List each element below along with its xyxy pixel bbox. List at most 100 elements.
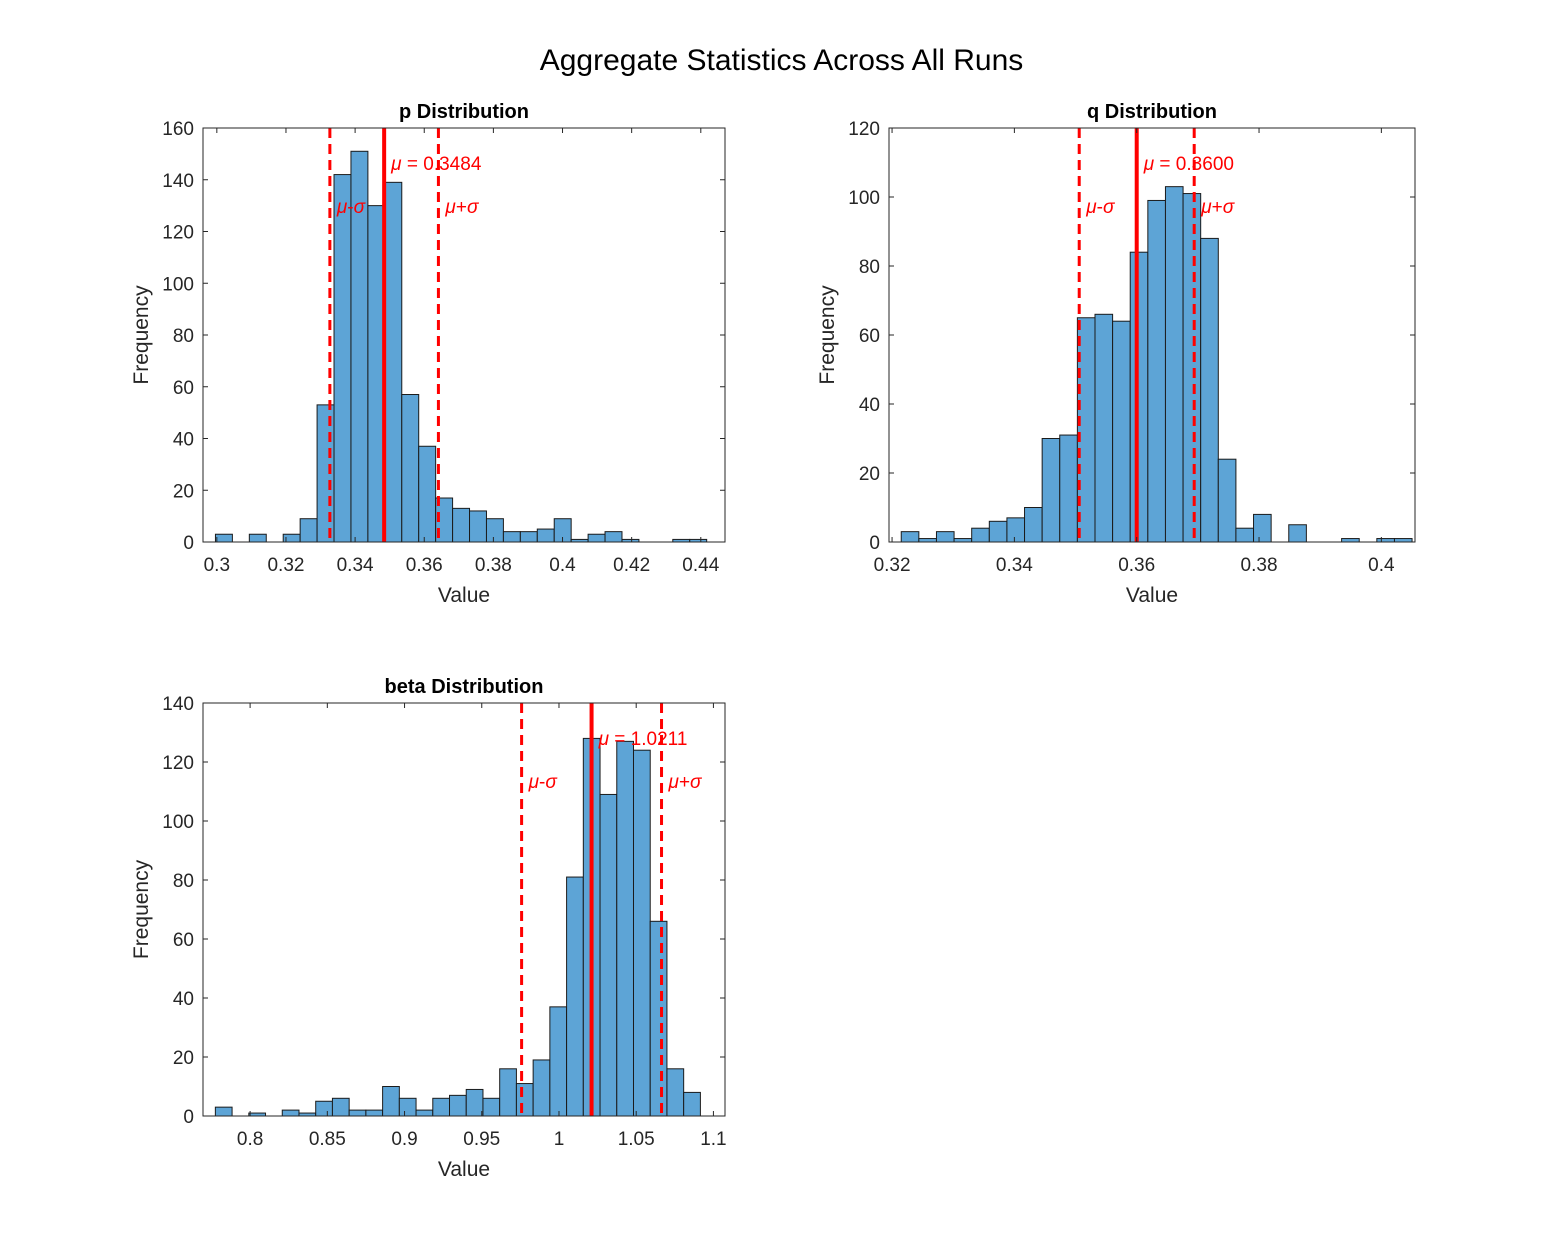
y-tick-label: 120: [162, 753, 194, 774]
x-tick-label: 1: [554, 1129, 565, 1150]
histogram-bar: [1253, 513, 1272, 543]
x-tick-label: 0.32: [874, 555, 911, 576]
x-axis-label: Value: [438, 584, 490, 607]
histogram-bar: [485, 518, 504, 543]
mean-annotation: μ = 0.3484: [390, 154, 482, 175]
chart-panel-1: μ = 0.3600 μ-σ μ+σ 0.32 0.34 0.36 0.38 0.4 0 20 40…: [816, 101, 1416, 607]
x-tick-label: 0.85: [309, 1129, 346, 1150]
chart-panel-0: μ = 0.3484 μ-σ μ+σ 0.3 0.32 0.34 0.36 0.38 0.4 0.…: [130, 101, 726, 607]
histogram-bar: [1076, 317, 1096, 543]
histogram-bar: [532, 1059, 551, 1117]
histogram-bar: [499, 1068, 517, 1117]
y-tick-label: 80: [173, 871, 194, 892]
histogram-bar: [449, 1094, 467, 1117]
x-tick-label: 0.38: [1241, 555, 1278, 576]
histogram-bar: [666, 1068, 685, 1117]
y-tick-label: 120: [848, 119, 880, 140]
x-tick-label: 0.8: [237, 1129, 263, 1150]
histogram-bar: [1006, 517, 1026, 543]
y-tick-label: 60: [859, 326, 880, 347]
histogram-bar: [1288, 524, 1307, 543]
histogram-bar: [418, 445, 437, 543]
y-axis-label: Frequency: [130, 859, 153, 959]
plus-sigma-annotation: μ+σ: [668, 772, 704, 793]
y-tick-label: 40: [859, 395, 880, 416]
histogram-bar: [1112, 320, 1131, 543]
histogram-bar: [299, 518, 318, 543]
x-tick-label: 0.32: [267, 555, 304, 576]
x-tick-label: 0.42: [613, 555, 650, 576]
histogram-bar: [587, 533, 606, 543]
histogram-bar: [365, 1109, 384, 1117]
histogram-bar: [465, 1088, 484, 1117]
y-tick-label: 100: [848, 188, 880, 209]
histogram-bar: [482, 1097, 501, 1117]
histogram-bar: [616, 740, 634, 1117]
histogram-bar: [1147, 199, 1166, 543]
x-tick-label: 0.36: [1118, 555, 1155, 576]
x-tick-label: 0.95: [463, 1129, 500, 1150]
axes-box: [202, 702, 726, 1117]
histogram-bar: [281, 1109, 300, 1117]
histogram-bar: [315, 1100, 333, 1117]
chart-title: beta Distribution: [385, 676, 544, 698]
histogram-bar: [1217, 458, 1237, 543]
x-tick-label: 1.1: [700, 1129, 726, 1150]
histogram-bar: [248, 533, 267, 543]
y-tick-label: 20: [173, 1048, 194, 1069]
y-axis-label: Frequency: [816, 285, 839, 385]
histogram-bar: [1376, 538, 1395, 543]
histogram-bar: [214, 1106, 233, 1117]
histogram-bar: [935, 531, 955, 543]
x-tick-label: 0.34: [996, 555, 1033, 576]
histogram-bar: [1059, 434, 1078, 543]
y-tick-label: 80: [859, 257, 880, 278]
axes-box: [202, 127, 726, 543]
histogram-bar: [401, 394, 420, 543]
histogram-bar: [502, 531, 521, 543]
histogram-bar: [549, 1006, 568, 1117]
histogram-bar: [469, 510, 487, 543]
histogram-bar: [900, 531, 920, 543]
plus-sigma-annotation: μ+σ: [1200, 197, 1236, 218]
x-tick-label: 0.44: [682, 555, 719, 576]
histogram-bar: [632, 749, 651, 1117]
histogram-bar: [348, 1109, 367, 1117]
x-tick-label: 0.4: [549, 555, 576, 576]
y-tick-label: 0: [183, 1107, 194, 1128]
histogram-bar: [1182, 193, 1202, 543]
y-tick-label: 0: [183, 533, 194, 554]
x-tick-label: 0.4: [1368, 555, 1395, 576]
y-tick-label: 100: [162, 812, 194, 833]
plus-sigma-annotation: μ+σ: [444, 197, 480, 218]
y-axis-label: Frequency: [130, 285, 153, 385]
chart-panel-2: μ = 1.0211 μ-σ μ+σ 0.8 0.85 0.9 0.95 1 1.05 1.1 0 2…: [130, 676, 727, 1181]
x-tick-label: 1.05: [618, 1129, 655, 1150]
minus-sigma-annotation: μ-σ: [1085, 197, 1116, 218]
histogram-bar: [1094, 313, 1114, 543]
histogram-bar: [515, 1083, 534, 1117]
histogram-bar: [432, 1097, 451, 1117]
x-tick-label: 0.36: [406, 555, 443, 576]
chart-title: p Distribution: [399, 101, 529, 123]
histogram-bar: [398, 1097, 417, 1117]
x-tick-label: 0.34: [337, 555, 374, 576]
y-tick-label: 40: [173, 430, 194, 451]
histogram-bar: [331, 1097, 350, 1117]
y-tick-label: 100: [162, 274, 194, 295]
histogram-bar: [452, 507, 471, 543]
figure-title: Aggregate Statistics Across All Runs: [539, 44, 1024, 77]
histogram-bar: [683, 1091, 701, 1117]
histogram-bar: [1164, 186, 1184, 543]
histogram-bar: [604, 531, 623, 543]
y-tick-label: 60: [173, 378, 194, 399]
minus-sigma-annotation: μ-σ: [528, 772, 559, 793]
x-tick-label: 0.9: [391, 1129, 417, 1150]
histogram-bar: [415, 1109, 434, 1117]
histogram-bar: [214, 533, 233, 543]
x-axis-label: Value: [438, 1158, 490, 1181]
y-tick-label: 20: [859, 464, 880, 485]
y-tick-label: 80: [173, 326, 194, 347]
histogram-bar: [384, 181, 403, 543]
mean-annotation: μ = 1.0211: [598, 729, 688, 750]
